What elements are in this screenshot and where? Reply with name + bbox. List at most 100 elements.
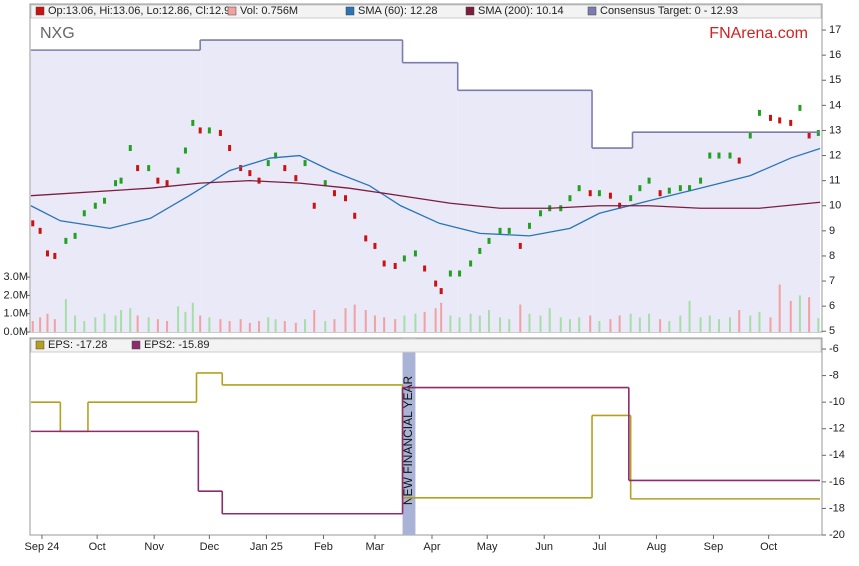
volume-bar: [758, 311, 761, 332]
volume-bar: [478, 315, 481, 332]
y2-tick-label: 3.0M: [4, 271, 28, 283]
y-tick-label: 15: [829, 74, 841, 86]
volume-bar: [129, 308, 132, 332]
volume-bar: [74, 315, 77, 332]
watermark: FNArena.com: [709, 25, 808, 42]
y-tick-label: -14: [829, 449, 845, 461]
price-candle: [294, 175, 298, 182]
volume-bar: [789, 300, 792, 332]
price-candle: [469, 260, 473, 267]
price-candle: [439, 288, 443, 295]
x-tick-label: Aug: [647, 541, 667, 553]
y2-tick-label: 2.0M: [4, 289, 28, 301]
price-candle: [183, 147, 187, 154]
price-candle: [176, 167, 180, 174]
volume-bar: [114, 315, 117, 332]
eps-panel: [29, 337, 823, 536]
legend-swatch: [587, 6, 597, 16]
volume-bar: [668, 321, 671, 332]
legend-label: Op:13.06, Hi:13.06, Lo:12.86, Cl:12.9: [48, 5, 230, 17]
legend-swatch: [345, 6, 355, 16]
price-candle: [658, 190, 662, 197]
volume-bar: [53, 319, 56, 332]
price-candle: [539, 210, 543, 217]
volume-bar: [333, 319, 336, 332]
price-candle: [402, 255, 406, 262]
price-candle: [608, 192, 612, 199]
legend-label: EPS2: -15.89: [144, 339, 209, 351]
price-candle: [119, 177, 123, 184]
price-candle: [778, 117, 782, 124]
legend-swatch: [35, 340, 45, 350]
volume-bar: [373, 315, 376, 332]
volume-bar: [629, 313, 632, 332]
volume-bar: [817, 318, 820, 332]
legend-label: SMA (200): 10.14: [478, 5, 564, 17]
legend-swatch: [465, 6, 475, 16]
price-candle: [638, 185, 642, 192]
volume-bar: [469, 313, 472, 332]
volume-bar: [39, 317, 42, 332]
price-candle: [678, 185, 682, 192]
x-tick-label: Apr: [423, 541, 440, 553]
price-candle: [728, 152, 732, 159]
volume-bar: [31, 321, 34, 332]
price-candle: [757, 109, 761, 116]
volume-bar: [274, 319, 277, 332]
price-candle: [323, 180, 327, 187]
price-candle: [218, 129, 222, 136]
volume-bar: [208, 317, 211, 332]
volume-bar: [578, 317, 581, 332]
x-tick-label: Feb: [314, 541, 333, 553]
legend-swatch: [35, 6, 45, 16]
y-tick-label: 12: [829, 149, 841, 161]
volume-bar: [248, 322, 251, 332]
x-tick-label: Jun: [535, 541, 553, 553]
price-candle: [448, 270, 452, 277]
price-candle: [789, 119, 793, 126]
y-tick-label: 6: [829, 300, 835, 312]
price-candle: [393, 262, 397, 269]
volume-bar: [808, 297, 811, 332]
price-candle: [518, 242, 522, 249]
price-candle: [198, 127, 202, 134]
price-candle: [647, 177, 651, 184]
volume-bar: [659, 319, 662, 332]
volume-bar: [239, 319, 242, 332]
price-candle: [373, 242, 377, 249]
price-candle: [434, 280, 438, 287]
volume-bar: [353, 304, 356, 332]
volume-bar: [136, 315, 139, 332]
y-tick-label: -18: [829, 502, 845, 514]
volume-bar: [228, 321, 231, 332]
ticker: NXG: [40, 25, 75, 42]
volume-bar: [414, 313, 417, 332]
volume-bar: [283, 321, 286, 332]
price-candle: [64, 237, 68, 244]
volume-bar: [219, 319, 222, 332]
price-candle: [487, 237, 491, 244]
volume-bar: [648, 313, 651, 332]
price-candle: [737, 157, 741, 164]
price-candle: [239, 165, 243, 172]
volume-bar: [184, 311, 187, 332]
volume-bar: [708, 315, 711, 332]
price-candle: [136, 165, 140, 172]
price-candle: [458, 270, 462, 277]
price-candle: [364, 235, 368, 242]
annotation-label: NEW FINANCIAL YEAR: [401, 375, 415, 505]
price-candle: [344, 195, 348, 202]
price-candle: [82, 210, 86, 217]
volume-bar: [729, 317, 732, 332]
price-candle: [527, 222, 531, 229]
volume-bar: [156, 319, 159, 332]
target-area: [592, 148, 633, 332]
volume-bar: [778, 284, 781, 332]
y-tick-label: 11: [829, 175, 840, 187]
price-candle: [748, 132, 752, 139]
volume-bar: [798, 295, 801, 332]
y-tick-label: -8: [829, 369, 839, 381]
volume-bar: [488, 310, 491, 332]
target-area: [30, 50, 201, 332]
target-area: [457, 90, 593, 332]
